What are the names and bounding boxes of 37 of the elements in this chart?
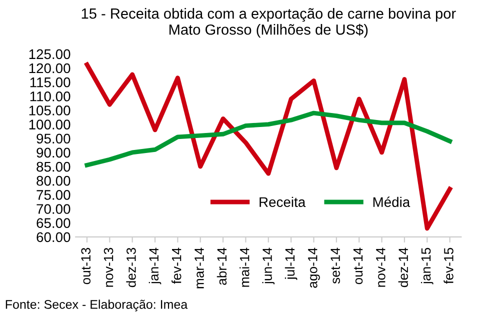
y-tick-label: 80.00: [36, 176, 70, 186]
y-tick-label: 120.00: [29, 63, 70, 74]
x-tick-label: mar-14: [194, 248, 204, 288]
x-tick-label: jan-15: [420, 248, 434, 284]
y-tick-label: 110.00: [30, 91, 70, 102]
x-tick-label: nov-14: [376, 248, 386, 287]
y-tick-label: 90.00: [36, 148, 70, 158]
x-tick-label: nov-13: [104, 248, 114, 287]
legend-label: Média: [373, 196, 410, 208]
x-tick-label: ago-14: [308, 248, 320, 288]
x-tick-label: out-13: [81, 248, 91, 284]
x-tick-label: fev-15: [444, 248, 454, 284]
x-tick-label: jul-14: [284, 248, 298, 280]
line-series: [84, 62, 452, 231]
x-tick-label: jun-14: [262, 248, 275, 284]
y-tick-label: 60.00: [36, 232, 70, 242]
y-tick-label: 115.00: [30, 77, 70, 88]
x-tick-label: mai-14: [240, 248, 250, 287]
line-series: [84, 110, 452, 168]
source-note: Fonte: Secex - Elaboração: Imea: [6, 300, 188, 312]
y-tick-label: 100.00: [29, 120, 70, 130]
y-tick-label: 75.00: [36, 190, 70, 200]
x-tick-label: set-14: [330, 248, 340, 284]
y-tick-label: 125.00: [29, 49, 70, 60]
x-tick-label: jan-14: [148, 248, 162, 284]
legend-label: Receita: [260, 196, 306, 208]
chart-title: 15 - Receita obtida com a exportação de carne bovina por Mato Grosso (Milhões de US$): [82, 8, 456, 38]
y-tick-label: 65.00: [36, 218, 70, 228]
y-tick-label: 105.00: [29, 106, 70, 116]
x-tick-label: dez-13: [126, 248, 136, 288]
x-tick-label: out-14: [353, 248, 363, 284]
y-tick-label: 95.00: [36, 134, 70, 144]
y-tick-label: 70.00: [36, 204, 70, 214]
x-tick-label: dez-14: [398, 248, 408, 288]
y-tick-label: 85.00: [36, 162, 70, 172]
x-tick-label: fev-14: [172, 248, 182, 284]
x-tick-label: abr-14: [216, 248, 227, 285]
